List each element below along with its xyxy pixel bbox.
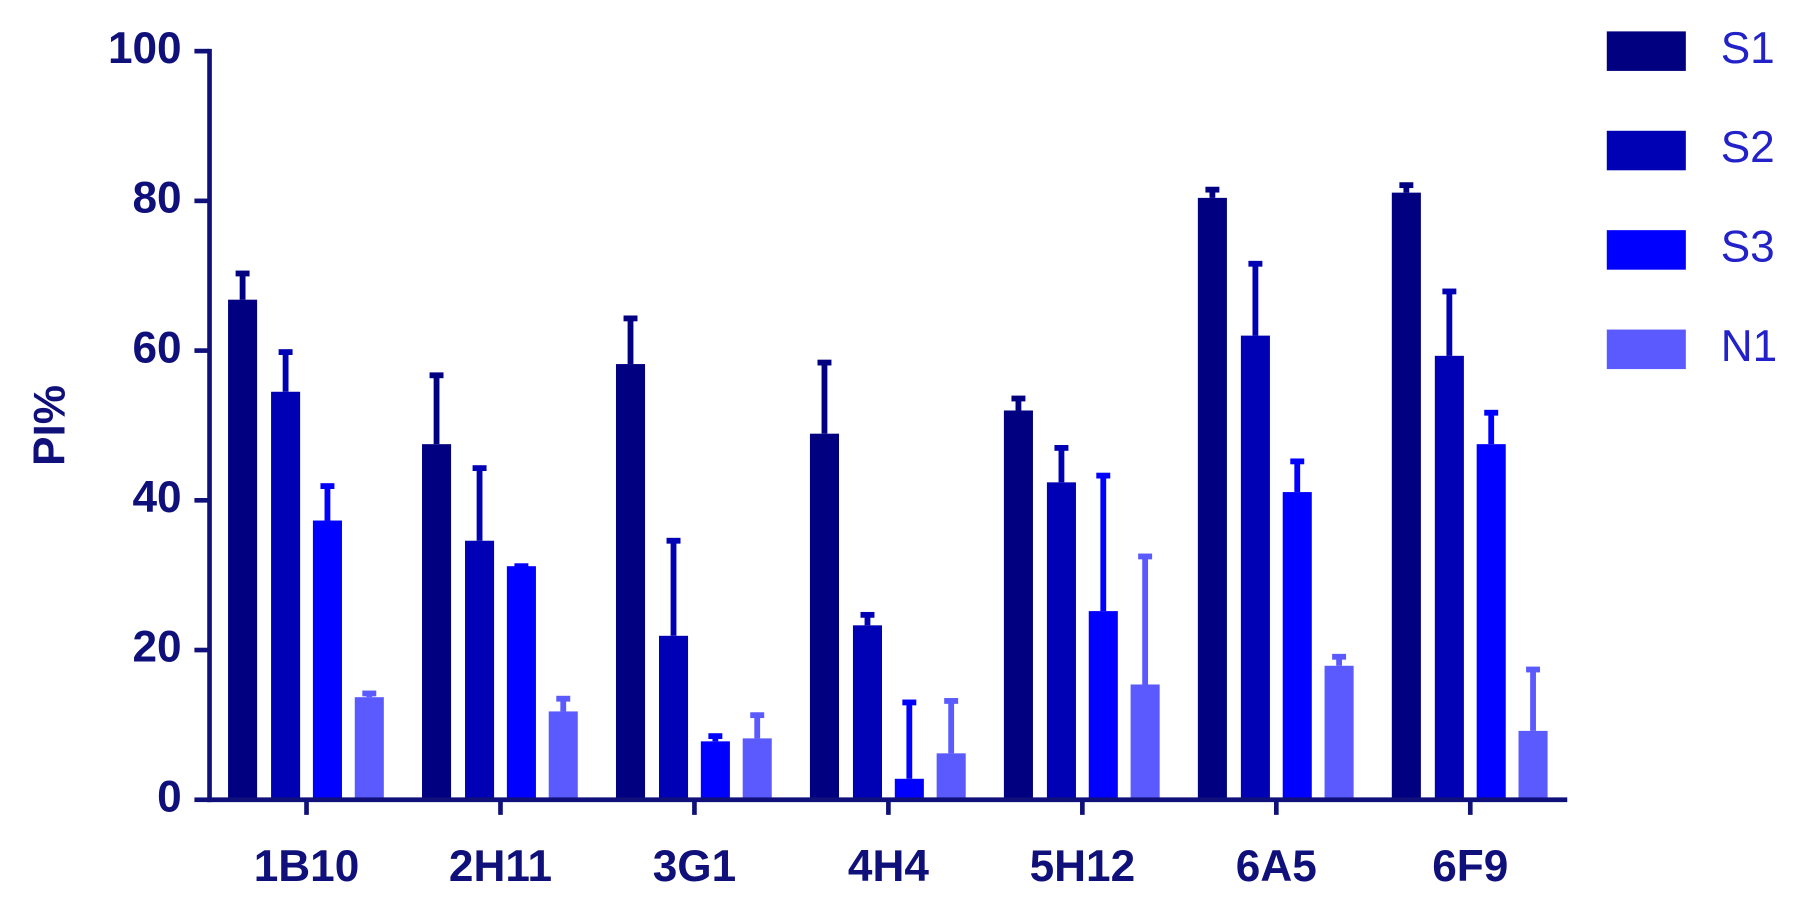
error-bar <box>1054 445 1069 483</box>
bar <box>658 635 689 800</box>
error-bar <box>1526 666 1541 731</box>
y-tick-label: 100 <box>108 24 182 73</box>
legend-label: N1 <box>1721 322 1777 371</box>
error-bar <box>1332 653 1347 666</box>
legend-label: S1 <box>1721 24 1775 73</box>
x-tick-label: 2H11 <box>449 842 552 891</box>
bar <box>271 391 301 800</box>
legend-swatch <box>1606 230 1686 270</box>
error-bar <box>817 359 832 434</box>
bar <box>852 625 883 800</box>
bar <box>1130 684 1160 800</box>
bar <box>1476 444 1506 800</box>
error-bar <box>666 537 681 636</box>
bar <box>742 738 772 800</box>
error-bar <box>1442 288 1457 356</box>
error-bar <box>1248 260 1263 336</box>
y-tick-label: 60 <box>133 323 182 372</box>
error-bar <box>750 712 765 739</box>
bar <box>1003 410 1033 800</box>
bar <box>1197 197 1227 800</box>
error-bar <box>1399 182 1414 193</box>
error-bar <box>1096 472 1111 612</box>
error-bar <box>1290 458 1305 493</box>
x-tick-label: 4H4 <box>848 842 929 891</box>
legend-swatch <box>1606 130 1686 171</box>
x-tick-label: 6F9 <box>1432 842 1508 891</box>
y-tick-label: 80 <box>133 174 182 223</box>
error-bar <box>278 349 293 392</box>
bar <box>1324 665 1354 800</box>
error-bar <box>235 270 250 300</box>
bar <box>1434 355 1464 800</box>
bar <box>1391 192 1421 800</box>
x-tick-label: 1B10 <box>254 842 360 891</box>
bar <box>936 753 966 800</box>
error-bar <box>902 699 917 779</box>
legend-label: S2 <box>1721 123 1775 172</box>
error-bar <box>1484 409 1499 445</box>
bar <box>1518 730 1548 800</box>
error-bar <box>556 695 571 712</box>
error-bar <box>472 465 487 541</box>
error-bar <box>708 733 723 742</box>
error-bar <box>623 315 638 365</box>
error-bar <box>860 611 875 626</box>
y-tick-label: 40 <box>133 473 182 522</box>
bar <box>1046 482 1076 800</box>
error-bar <box>1205 186 1220 198</box>
legend-label: S3 <box>1721 223 1775 272</box>
y-axis-label: PI% <box>25 385 74 466</box>
y-tick-label: 0 <box>157 772 182 821</box>
bar <box>465 540 495 800</box>
bar <box>548 711 578 800</box>
error-bar <box>320 483 335 521</box>
bar <box>422 444 452 800</box>
x-tick-label: 3G1 <box>653 842 736 891</box>
error-bar <box>1011 395 1026 411</box>
bar <box>312 520 342 800</box>
bar <box>1282 492 1312 800</box>
error-bar <box>429 372 444 445</box>
error-bar <box>944 698 959 754</box>
error-bar <box>362 690 377 698</box>
bar <box>700 741 730 800</box>
bar <box>809 433 839 800</box>
bar <box>1240 335 1270 800</box>
bar <box>1088 611 1118 800</box>
error-bar <box>1138 553 1153 685</box>
bar <box>506 566 536 800</box>
bar <box>354 697 384 800</box>
x-tick-label: 5H12 <box>1030 842 1136 891</box>
bar <box>894 778 924 800</box>
bar <box>615 364 646 800</box>
y-tick-label: 20 <box>133 623 182 672</box>
bar <box>228 299 258 800</box>
legend-swatch <box>1606 329 1686 370</box>
legend-swatch <box>1606 31 1686 71</box>
x-tick-label: 6A5 <box>1236 842 1317 891</box>
